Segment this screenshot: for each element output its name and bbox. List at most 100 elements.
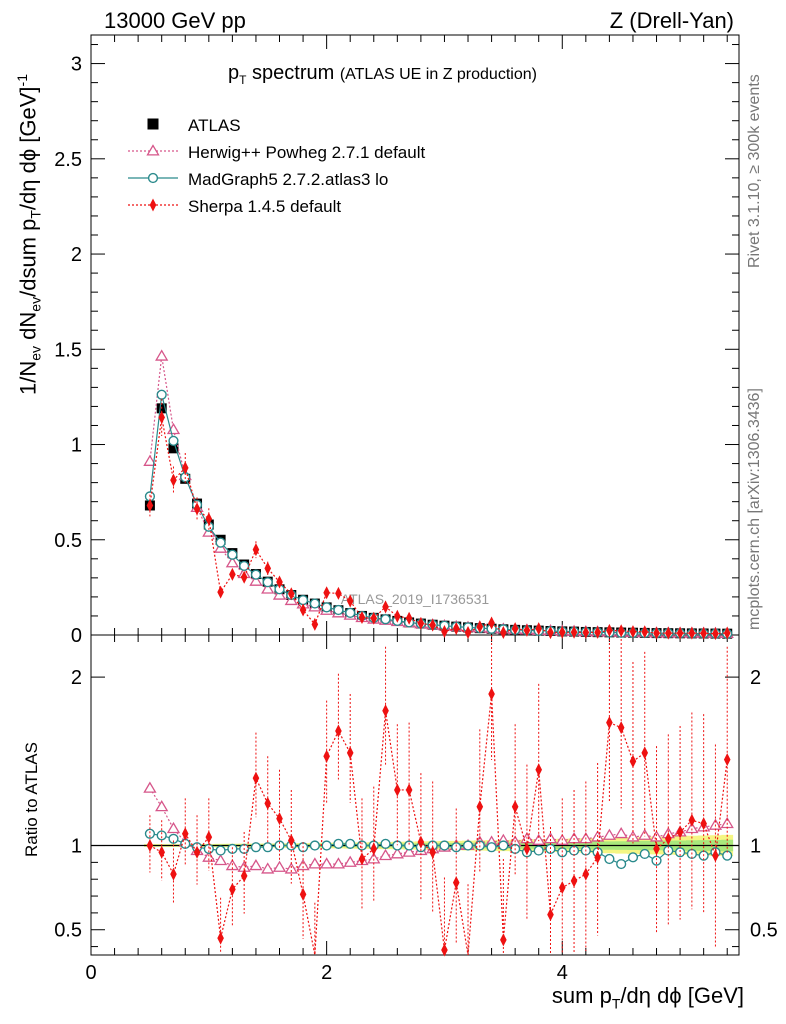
ratio-point (532, 833, 546, 845)
ratio-point (523, 842, 531, 856)
ratio-point (261, 862, 275, 874)
watermark-text: ATLAS_2019_I1736531 (341, 591, 490, 607)
data-point (358, 610, 366, 624)
ratio-point (700, 817, 707, 831)
ratio-point (323, 749, 330, 763)
ratio-tick-label-right: 2 (750, 667, 761, 689)
ratio-point (370, 842, 378, 856)
ratio-point (380, 838, 391, 849)
process-label: Z (Drell-Yan) (609, 8, 734, 33)
ratio-point (558, 881, 566, 895)
ratio-point (394, 783, 401, 797)
ratio-point (500, 933, 507, 947)
ratio-frame (90, 634, 740, 956)
data-point (641, 625, 649, 639)
ratio-point (272, 860, 287, 872)
ratio-point (665, 832, 672, 846)
ratio-point (335, 724, 342, 738)
ratio-point (249, 858, 263, 871)
ratio-point (382, 704, 389, 718)
data-point (264, 561, 272, 575)
ratio-point (649, 830, 664, 842)
y-tick-label: 2.5 (54, 149, 82, 171)
data-point (168, 435, 179, 446)
data-point (476, 620, 484, 634)
ratio-point (170, 867, 177, 881)
data-point (262, 577, 273, 588)
ratio-point (723, 753, 731, 767)
y-tick-label: 1 (71, 435, 82, 457)
ratio-point (533, 845, 544, 856)
ratio-point (250, 842, 262, 853)
ratio-point (346, 746, 354, 760)
data-point (676, 626, 684, 640)
x-tick-label: 2 (321, 962, 332, 984)
ratio-point (626, 830, 640, 842)
legend-marker (149, 198, 157, 212)
ratio-point (215, 845, 226, 856)
data-point (240, 570, 248, 584)
y-tick-label: 0.5 (54, 530, 82, 552)
data-point (653, 626, 660, 640)
ratio-point (629, 754, 637, 768)
ratio-point (639, 848, 650, 860)
data-point (617, 624, 625, 638)
ratio-point (614, 826, 628, 839)
data-point (252, 543, 260, 557)
data-point (323, 586, 330, 600)
legend-label: MadGraph5 2.7.2.atlas3 lo (188, 170, 388, 189)
data-point (394, 609, 401, 623)
data-point (558, 625, 566, 639)
y-tick-label: 2 (71, 244, 82, 266)
ratio-point (193, 845, 201, 859)
legend-marker (146, 144, 160, 156)
energy-label: 13000 GeV pp (104, 8, 246, 33)
ratio-tick-label: 2 (71, 667, 82, 689)
ratio-point (653, 842, 660, 856)
data-point (311, 617, 319, 631)
ratio-point (476, 800, 484, 814)
data-point (582, 625, 590, 639)
ratio-point (264, 796, 272, 810)
ratio-point (390, 847, 404, 859)
ratio-point (417, 835, 425, 849)
ratio-tick-label-right: 0.5 (750, 920, 778, 942)
ratio-point (331, 857, 346, 869)
data-point (380, 614, 391, 625)
data-point (272, 588, 287, 600)
ratio-point (638, 828, 652, 840)
ratio-point (404, 840, 415, 851)
legend-entry: Herwig++ Powheg 2.7.1 default (128, 143, 425, 162)
ratio-point (535, 763, 543, 777)
ratio-point (146, 839, 154, 853)
series (143, 349, 734, 957)
ratio-point (181, 827, 189, 841)
ratio-point (641, 746, 649, 760)
ratio-point (158, 845, 165, 859)
ratio-point (441, 943, 448, 957)
ratio-point (358, 852, 366, 866)
data-point (205, 512, 213, 526)
ratio-point (144, 828, 156, 839)
ratio-point (262, 842, 273, 853)
ratio-point (205, 830, 213, 844)
ratio-point (308, 857, 322, 869)
ratio-point (166, 821, 181, 834)
data-point (417, 616, 425, 630)
data-point (629, 625, 637, 639)
ratio-point (451, 842, 462, 853)
ratio-point (296, 858, 310, 871)
ratio-tick-label: 1 (71, 836, 82, 858)
y-tick-label: 1.5 (54, 339, 82, 361)
data-point (665, 626, 672, 640)
ratio-point (604, 853, 615, 865)
data-point (594, 625, 601, 639)
data-point (523, 623, 531, 637)
data-point (276, 575, 283, 589)
ratio-point (543, 832, 558, 844)
data-point (688, 626, 696, 640)
legend-label: Herwig++ Powheg 2.7.1 default (188, 143, 425, 162)
y-axis-label: 1/Nev dNev/dsum pT/dη dϕ [GeV]-1 (14, 74, 44, 395)
data-point (297, 595, 309, 606)
ratio-point (688, 813, 696, 827)
